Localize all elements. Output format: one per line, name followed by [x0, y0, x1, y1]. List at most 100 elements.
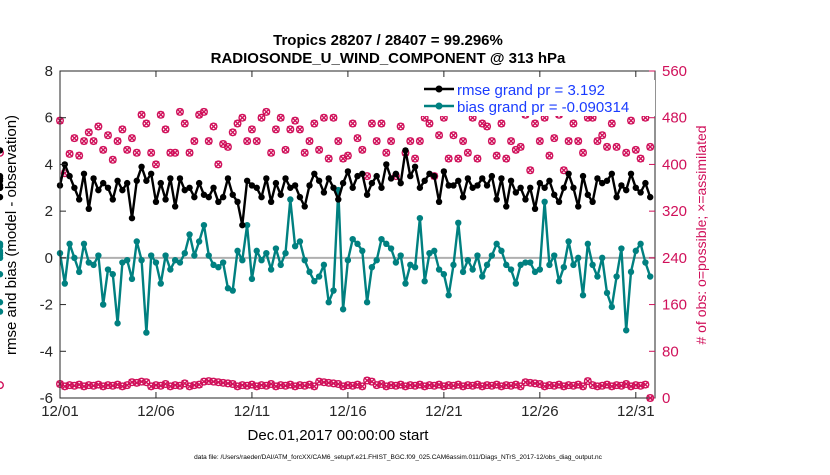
bias-point — [594, 273, 601, 280]
obs-assimilated-point — [445, 155, 453, 163]
y-right-tick-label: 480 — [662, 110, 687, 127]
obs-possible-point — [334, 137, 343, 146]
obs-assimilated-point — [358, 146, 366, 154]
obs-possible-point — [262, 107, 271, 116]
rmse-point — [282, 175, 289, 182]
obs-possible-point — [382, 148, 391, 157]
bias-point — [368, 264, 376, 271]
bias-point — [469, 266, 476, 273]
obs-assimilated-point — [229, 128, 237, 136]
obs-possible-point — [329, 113, 338, 122]
obs-possible-point — [267, 148, 276, 157]
obs-assimilated-point — [574, 137, 582, 145]
bias-point — [205, 252, 212, 259]
bias-point — [138, 256, 145, 264]
rmse-point — [339, 179, 347, 187]
obs-possible-point — [516, 142, 525, 151]
obs-assimilated-point — [473, 155, 481, 163]
rmse-point — [186, 184, 193, 191]
bias-point — [114, 320, 121, 327]
x-tick-label: 12/21 — [425, 403, 463, 420]
bias-point — [608, 303, 616, 311]
bias-line — [58, 188, 652, 334]
bias-point — [464, 256, 472, 264]
obs-possible-point — [545, 151, 554, 160]
obs-possible-point — [84, 128, 93, 137]
bias-point — [560, 264, 568, 271]
obs-possible-point — [353, 134, 362, 143]
rmse-point — [474, 182, 481, 189]
obs-possible-point — [348, 119, 357, 128]
obs-possible-point — [598, 131, 607, 140]
obs-possible-point — [449, 131, 458, 140]
obs-possible-point — [526, 166, 535, 175]
rmse-point — [584, 191, 592, 198]
obs-assimilated-point — [435, 131, 443, 139]
bias-point — [0, 254, 4, 262]
obs-assimilated-point — [497, 120, 505, 128]
bias-point — [330, 287, 337, 294]
obs-possible-low-point — [583, 377, 592, 386]
rmse-point — [191, 193, 198, 201]
rmse-point — [0, 184, 4, 191]
rmse-point — [253, 184, 260, 191]
obs-possible-point — [228, 128, 237, 137]
bias-point — [527, 259, 534, 266]
rmse-point — [215, 198, 222, 205]
obs-possible-point — [425, 119, 434, 128]
rmse-point — [560, 184, 568, 191]
bias-point — [253, 247, 260, 255]
chart-title: Tropics 28207 / 28407 = 99.296% — [273, 32, 503, 49]
rmse-point — [71, 184, 78, 191]
obs-assimilated-point — [128, 134, 136, 142]
y-axis-right-label: # of obs: o=possible; ×=assimilated — [693, 125, 709, 344]
bias-point — [248, 275, 256, 283]
bias-point — [0, 299, 4, 306]
bias-point — [133, 238, 140, 245]
obs-possible-point — [483, 122, 492, 131]
rmse-point — [363, 191, 371, 198]
rmse-point — [541, 184, 548, 191]
rmse-point — [407, 172, 414, 180]
obs-assimilated-point — [80, 137, 88, 145]
obs-possible-point — [127, 134, 136, 143]
obs-assimilated-point — [66, 150, 74, 158]
rmse-point — [272, 179, 280, 187]
rmse-point — [171, 203, 179, 210]
obs-possible-low-point — [310, 382, 319, 391]
rmse-point — [349, 184, 356, 191]
obs-assimilated-point — [75, 152, 83, 160]
obs-assimilated-point — [627, 117, 635, 125]
obs-possible-point — [79, 137, 88, 146]
bias-point — [229, 287, 236, 294]
rmse-point — [75, 196, 83, 203]
obs-assimilated-point — [253, 137, 261, 145]
rmse-point — [95, 186, 102, 194]
obs-assimilated-low-point — [358, 382, 366, 390]
bias-point — [565, 238, 572, 245]
obs-assimilated-point — [613, 143, 621, 151]
obs-assimilated-point — [301, 149, 309, 157]
rmse-point — [435, 198, 443, 205]
obs-possible-point — [75, 151, 84, 160]
obs-assimilated-point — [459, 137, 467, 145]
obs-possible-point — [161, 125, 170, 134]
obs-possible-point — [94, 122, 103, 131]
bias-point — [531, 268, 539, 276]
bias-point — [0, 308, 4, 315]
obs-assimilated-point — [272, 125, 280, 133]
bias-point — [479, 273, 486, 280]
obs-assimilated-point — [325, 155, 333, 163]
obs-possible-point — [281, 145, 290, 154]
rmse-point — [387, 175, 395, 182]
obs-assimilated-point — [377, 120, 385, 128]
bias-point — [291, 242, 299, 250]
obs-possible-point — [497, 119, 506, 128]
obs-assimilated-point — [550, 134, 558, 142]
bias-point — [483, 261, 491, 269]
obs-possible-point — [343, 151, 352, 160]
bias-point — [200, 221, 208, 229]
obs-possible-point — [99, 145, 108, 154]
obs-assimilated-point — [464, 149, 472, 157]
